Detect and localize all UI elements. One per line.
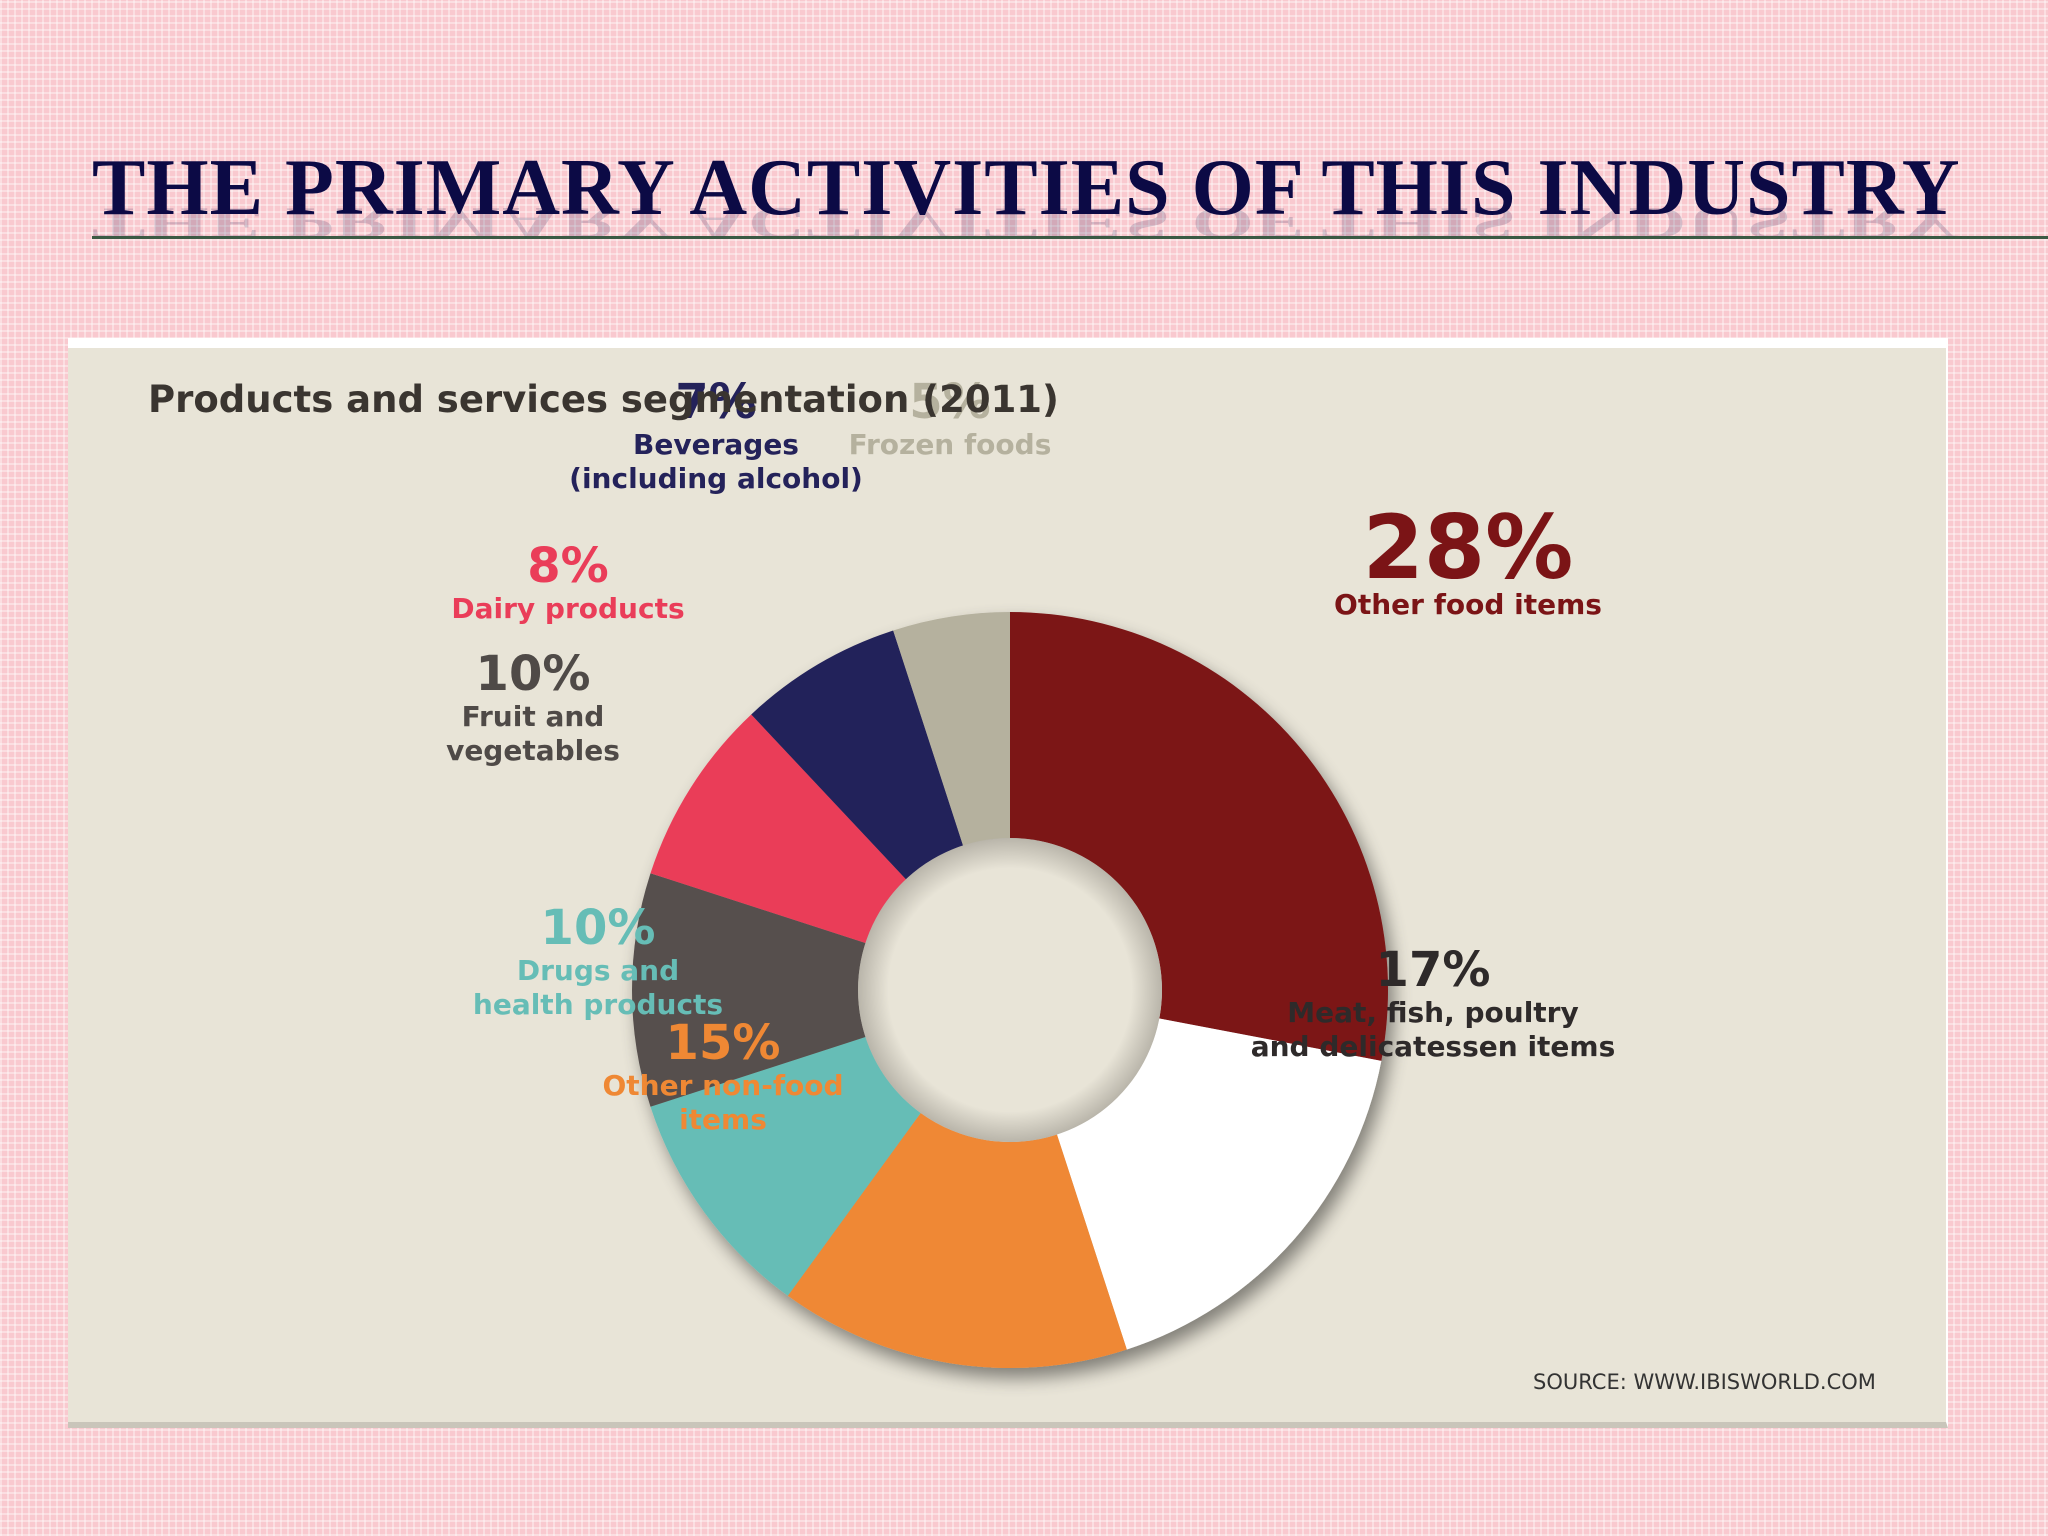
- slice-category-label: (including alcohol): [569, 462, 863, 495]
- slide-title: THE PRIMARY ACTIVITIES OF THIS INDUSTRY: [92, 144, 1961, 232]
- donut-slice: [631, 873, 866, 1107]
- slice-percent-label: 10%: [541, 900, 656, 956]
- donut-hole: [858, 838, 1162, 1142]
- slice-category-label: health products: [473, 988, 723, 1021]
- slice-category-label: Drugs and: [517, 954, 679, 987]
- chart-title: Products and services segmentation (2011…: [148, 378, 1059, 421]
- slice-label: 28%Other food items: [1334, 496, 1602, 621]
- donut-slice: [1056, 1018, 1382, 1350]
- slice-category-label: vegetables: [446, 734, 620, 767]
- donut-slice: [787, 1112, 1127, 1368]
- donut-slice: [650, 1036, 921, 1296]
- slice-category-label: Beverages: [633, 428, 799, 461]
- slice-percent-label: 10%: [476, 646, 591, 702]
- slice-percent-label: 5%: [909, 374, 991, 430]
- slice-category-label: Meat, fish, poultry: [1287, 996, 1579, 1029]
- slice-label: 8%Dairy products: [451, 538, 684, 625]
- chart-panel: 28% Other food items 17% Meat, fish, poultr…: [68, 338, 1948, 1428]
- slice-percent-label: 15%: [666, 1015, 781, 1071]
- slice-percent-label: 17%: [1376, 942, 1491, 998]
- donut-slice: [650, 714, 906, 944]
- slice-percent-label: 7%: [675, 374, 757, 430]
- donut-slice: [1010, 612, 1388, 1061]
- slice-percent-label: 8%: [527, 538, 609, 594]
- slice-category-label: items: [679, 1103, 767, 1136]
- donut-slice: [893, 612, 1010, 846]
- slice-category-label: Other non-food: [602, 1069, 843, 1102]
- slice-category-label: Fruit and: [462, 700, 605, 733]
- chart-source: SOURCE: WWW.IBISWORLD.COM: [1533, 1370, 1876, 1394]
- slice-category-label: Frozen foods: [849, 428, 1052, 461]
- title-underline: [92, 236, 2048, 239]
- slice-label: 5%Frozen foods: [849, 374, 1052, 461]
- donut-slice: [751, 630, 964, 880]
- slice-percent-label: 28%: [1363, 496, 1574, 599]
- donut-chart: 28%Other food items 17%Meat, fish, poultr…: [446, 374, 1615, 1368]
- donut-slices: [631, 612, 1388, 1368]
- slice-labels: 28%Other food items 17%Meat, fish, poultr…: [446, 374, 1615, 1136]
- slice-category-label: Other food items: [1334, 588, 1602, 621]
- slice-category-label: Dairy products: [451, 592, 684, 625]
- slice-category-label: and delicatessen items: [1251, 1030, 1616, 1063]
- slice-label: 7%Beverages(including alcohol): [569, 374, 863, 495]
